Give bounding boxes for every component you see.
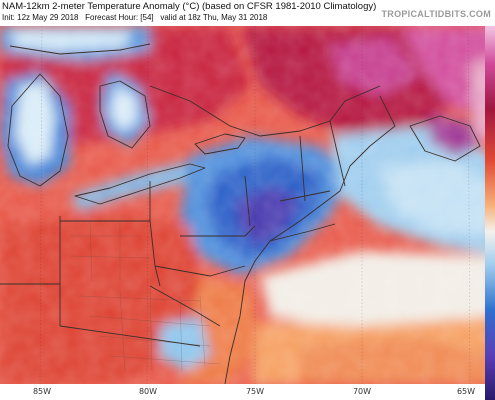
lon-tick-70w: 70W [352,387,372,396]
lon-tick-65w: 65W [456,387,476,396]
temperature-anomaly-map [0,26,495,384]
init-time: Init: 12z May 29 2018 [2,13,79,22]
color-scale-bar [485,26,495,400]
map-subtitle: Init: 12z May 29 2018 Forecast Hour: [54… [2,13,267,22]
site-watermark: TROPICALTIDBITS.COM [381,9,491,19]
valid-time: valid at 18z Thu, May 31 2018 [160,13,268,22]
lon-tick-85w: 85W [32,387,52,396]
longitude-axis: 85W 80W 75W 70W 65W [0,384,485,400]
map-title: NAM-12km 2-meter Temperature Anomaly (°C… [2,1,377,12]
forecast-hour: Forecast Hour: [54] [85,13,154,22]
lon-tick-80w: 80W [138,387,158,396]
lon-tick-75w: 75W [245,387,265,396]
political-boundaries [0,43,481,384]
county-lines [69,220,221,372]
lat-lon-grid [39,26,471,384]
map-header: NAM-12km 2-meter Temperature Anomaly (°C… [0,0,495,26]
